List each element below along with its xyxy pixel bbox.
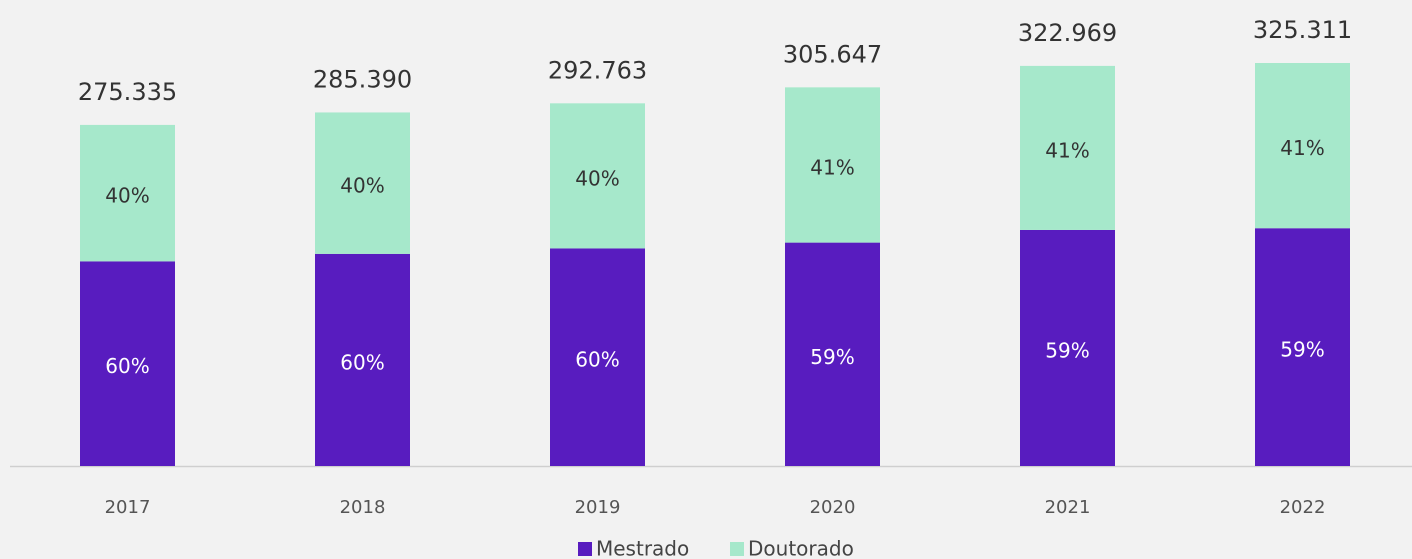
total-label: 292.763	[548, 56, 647, 84]
bar-segment	[785, 87, 880, 243]
total-label: 275.335	[78, 78, 177, 106]
total-label: 325.311	[1253, 16, 1352, 44]
bar-segment	[80, 261, 175, 466]
data-label: 59%	[1045, 338, 1089, 362]
bar-segment	[785, 242, 880, 466]
bar-segment	[1020, 65, 1115, 230]
data-label: 40%	[340, 174, 384, 198]
x-tick-label: 2018	[340, 497, 386, 518]
data-label: 60%	[340, 350, 384, 374]
data-label: 59%	[810, 345, 854, 369]
data-label: 41%	[1045, 138, 1089, 162]
total-label: 305.647	[783, 40, 882, 68]
data-label: 40%	[575, 166, 619, 190]
x-tick-label: 2020	[810, 497, 856, 518]
data-label: 41%	[810, 155, 854, 179]
legend-swatch	[730, 542, 744, 556]
bar-segment	[1255, 63, 1350, 229]
x-tick-label: 2017	[105, 497, 151, 518]
bar-segment	[1255, 228, 1350, 466]
total-label: 322.969	[1018, 19, 1117, 47]
bar-segment	[80, 124, 175, 262]
bar-segment	[550, 248, 645, 466]
data-label: 59%	[1280, 338, 1324, 362]
legend-label: Doutorado	[748, 537, 854, 559]
legend-swatch	[578, 542, 592, 556]
bar-segment	[550, 103, 645, 249]
x-tick-label: 2019	[575, 497, 621, 518]
data-label: 60%	[575, 348, 619, 372]
data-label: 60%	[105, 354, 149, 378]
data-label: 41%	[1280, 136, 1324, 160]
bar-segment	[315, 253, 410, 466]
data-label: 40%	[105, 184, 149, 208]
bar-segment	[1020, 229, 1115, 466]
bar-segment	[315, 112, 410, 254]
legend-label: Mestrado	[596, 537, 689, 559]
x-tick-label: 2022	[1280, 497, 1326, 518]
total-label: 285.390	[313, 65, 412, 93]
x-tick-label: 2021	[1045, 497, 1091, 518]
